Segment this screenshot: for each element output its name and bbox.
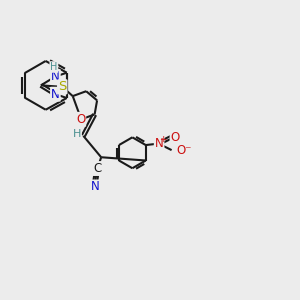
Text: C: C: [94, 162, 102, 175]
Text: O⁻: O⁻: [176, 145, 192, 158]
Text: H: H: [50, 62, 58, 72]
Text: N: N: [51, 70, 60, 83]
Text: +: +: [160, 135, 167, 144]
Text: N: N: [155, 137, 164, 150]
Text: H: H: [73, 129, 81, 140]
Text: N: N: [51, 88, 60, 101]
Text: O: O: [170, 130, 180, 143]
Text: S: S: [58, 80, 67, 93]
Text: N: N: [91, 181, 100, 194]
Text: O: O: [76, 113, 85, 126]
